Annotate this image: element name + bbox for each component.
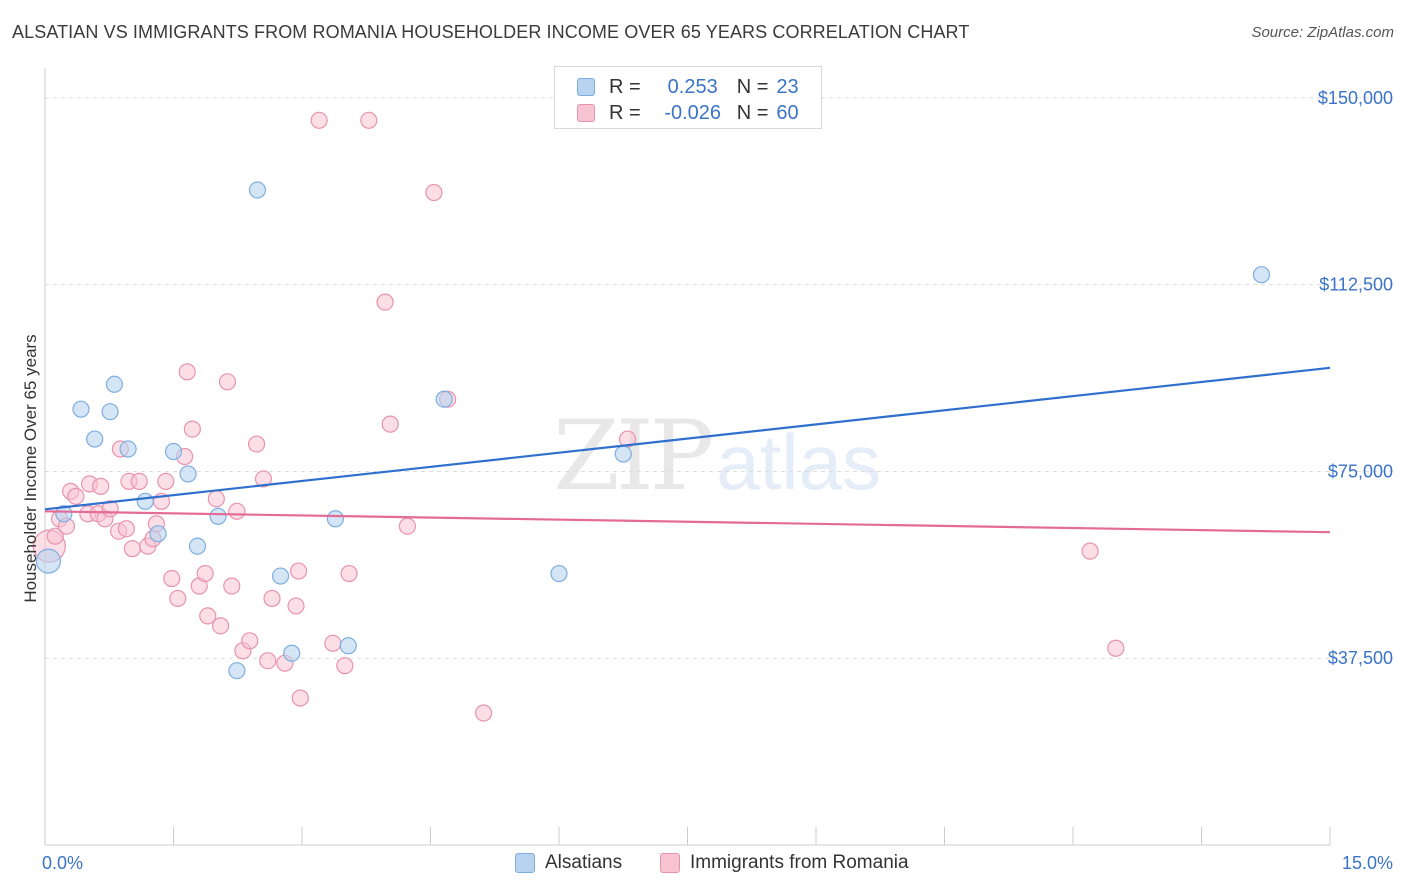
chart-title: ALSATIAN VS IMMIGRANTS FROM ROMANIA HOUS… bbox=[12, 22, 970, 42]
series-alsatians-points bbox=[35, 181, 1271, 680]
romania-point bbox=[254, 470, 273, 488]
romania-point bbox=[360, 111, 378, 129]
series-romania-points bbox=[32, 111, 1125, 722]
y-axis-label: Householder Income Over 65 years bbox=[21, 334, 40, 602]
romania-point bbox=[336, 657, 354, 675]
romania-point bbox=[199, 607, 217, 625]
alsatians-point bbox=[164, 442, 183, 461]
romania-point bbox=[1107, 639, 1125, 657]
romania-point bbox=[1081, 542, 1099, 560]
y-tick-label: $37,500 bbox=[1328, 648, 1393, 668]
alsatians-point bbox=[86, 430, 104, 448]
y-tick-label: $75,000 bbox=[1328, 461, 1393, 481]
alsatians-point bbox=[326, 510, 345, 528]
alsatians-point bbox=[435, 390, 453, 408]
alsatians-point bbox=[614, 445, 632, 463]
alsatians-point bbox=[149, 525, 167, 543]
axis-labels: $37,500 $75,000 $112,500 $150,000 0.0% 15.0% H… bbox=[21, 88, 1393, 873]
alsatians-point bbox=[209, 507, 227, 525]
romania-point bbox=[196, 564, 214, 583]
romania-point bbox=[263, 589, 281, 608]
romania-point bbox=[117, 520, 135, 538]
romania-point bbox=[207, 490, 225, 508]
alsatians-trend-line bbox=[44, 366, 1331, 511]
grid-lines bbox=[45, 97, 1395, 659]
romania-point bbox=[259, 652, 277, 670]
n-label: N = bbox=[736, 75, 769, 98]
series-legend: Alsatians Immigrants from Romania bbox=[0, 850, 1406, 878]
romania-point bbox=[178, 363, 196, 381]
alsatians-point bbox=[105, 375, 123, 393]
romania-point bbox=[287, 597, 305, 615]
r-value: -0.026 bbox=[664, 101, 722, 124]
alsatians-point bbox=[283, 644, 301, 662]
alsatians-swatch bbox=[515, 853, 535, 873]
romania-point bbox=[291, 689, 309, 707]
n-label: N = bbox=[736, 101, 769, 124]
r-label: R = bbox=[609, 101, 641, 124]
romania-point bbox=[475, 704, 493, 722]
romania-point bbox=[228, 502, 246, 520]
romania-point bbox=[157, 472, 175, 491]
r-value: 0.253 bbox=[667, 75, 718, 98]
trend-lines bbox=[44, 366, 1331, 534]
legend-row-alsatians: R = 0.253 N = 23 bbox=[577, 74, 799, 100]
alsatians-point bbox=[248, 181, 267, 199]
romania-point bbox=[425, 183, 443, 202]
romania-point bbox=[218, 373, 237, 391]
legend-label-romania: Immigrants from Romania bbox=[690, 852, 909, 873]
n-value: 60 bbox=[776, 101, 799, 124]
romania-point bbox=[247, 435, 266, 453]
alsatians-point bbox=[339, 637, 357, 655]
romania-trend-line bbox=[44, 510, 1331, 534]
alsatians-point bbox=[136, 492, 154, 510]
romania-point bbox=[130, 472, 148, 491]
alsatians-point bbox=[228, 662, 246, 680]
alsatians-point bbox=[35, 548, 62, 574]
romania-swatch bbox=[660, 853, 680, 873]
romania-point bbox=[183, 420, 201, 438]
romania-point bbox=[241, 632, 259, 650]
romania-point bbox=[340, 564, 358, 583]
r-label: R = bbox=[609, 75, 641, 98]
romania-point bbox=[46, 527, 64, 545]
alsatians-point bbox=[550, 564, 568, 583]
alsatians-point bbox=[119, 440, 137, 458]
source-credit: Source: ZipAtlas.com bbox=[1251, 24, 1394, 41]
romania-point bbox=[398, 517, 416, 535]
alsatians-point bbox=[55, 505, 73, 523]
romania-point bbox=[289, 562, 308, 580]
romania-swatch bbox=[577, 104, 595, 122]
n-value: 23 bbox=[776, 75, 799, 98]
romania-point bbox=[376, 293, 394, 311]
axes bbox=[44, 68, 1331, 846]
alsatians-point bbox=[188, 537, 207, 555]
romania-point bbox=[123, 540, 141, 558]
romania-point bbox=[212, 617, 230, 635]
correlation-legend: R = 0.253 N = 23 R = -0.026 N = 60 bbox=[554, 66, 822, 129]
alsatians-point bbox=[72, 400, 90, 418]
legend-row-romania: R = -0.026 N = 60 bbox=[577, 100, 799, 126]
romania-point bbox=[381, 415, 399, 433]
legend-item-alsatians[interactable]: Alsatians bbox=[515, 852, 622, 874]
romania-point bbox=[324, 634, 342, 652]
legend-label-alsatians: Alsatians bbox=[545, 852, 623, 873]
romania-point bbox=[310, 111, 328, 129]
romania-point bbox=[223, 577, 241, 595]
romania-point bbox=[67, 487, 85, 505]
romania-point bbox=[163, 569, 181, 588]
y-tick-label: $112,500 bbox=[1319, 275, 1393, 295]
alsatians-point bbox=[179, 465, 197, 483]
alsatians-point bbox=[101, 403, 119, 421]
alsatians-point bbox=[1252, 266, 1271, 284]
x-tick-label-max: 15.0% bbox=[1342, 853, 1393, 873]
alsatians-point bbox=[271, 567, 290, 585]
legend-item-romania[interactable]: Immigrants from Romania bbox=[660, 852, 909, 874]
romania-point bbox=[169, 589, 187, 608]
alsatians-swatch bbox=[577, 78, 595, 96]
x-tick-label-min: 0.0% bbox=[42, 853, 83, 873]
y-tick-label: $150,000 bbox=[1318, 88, 1393, 108]
romania-point bbox=[92, 477, 110, 495]
